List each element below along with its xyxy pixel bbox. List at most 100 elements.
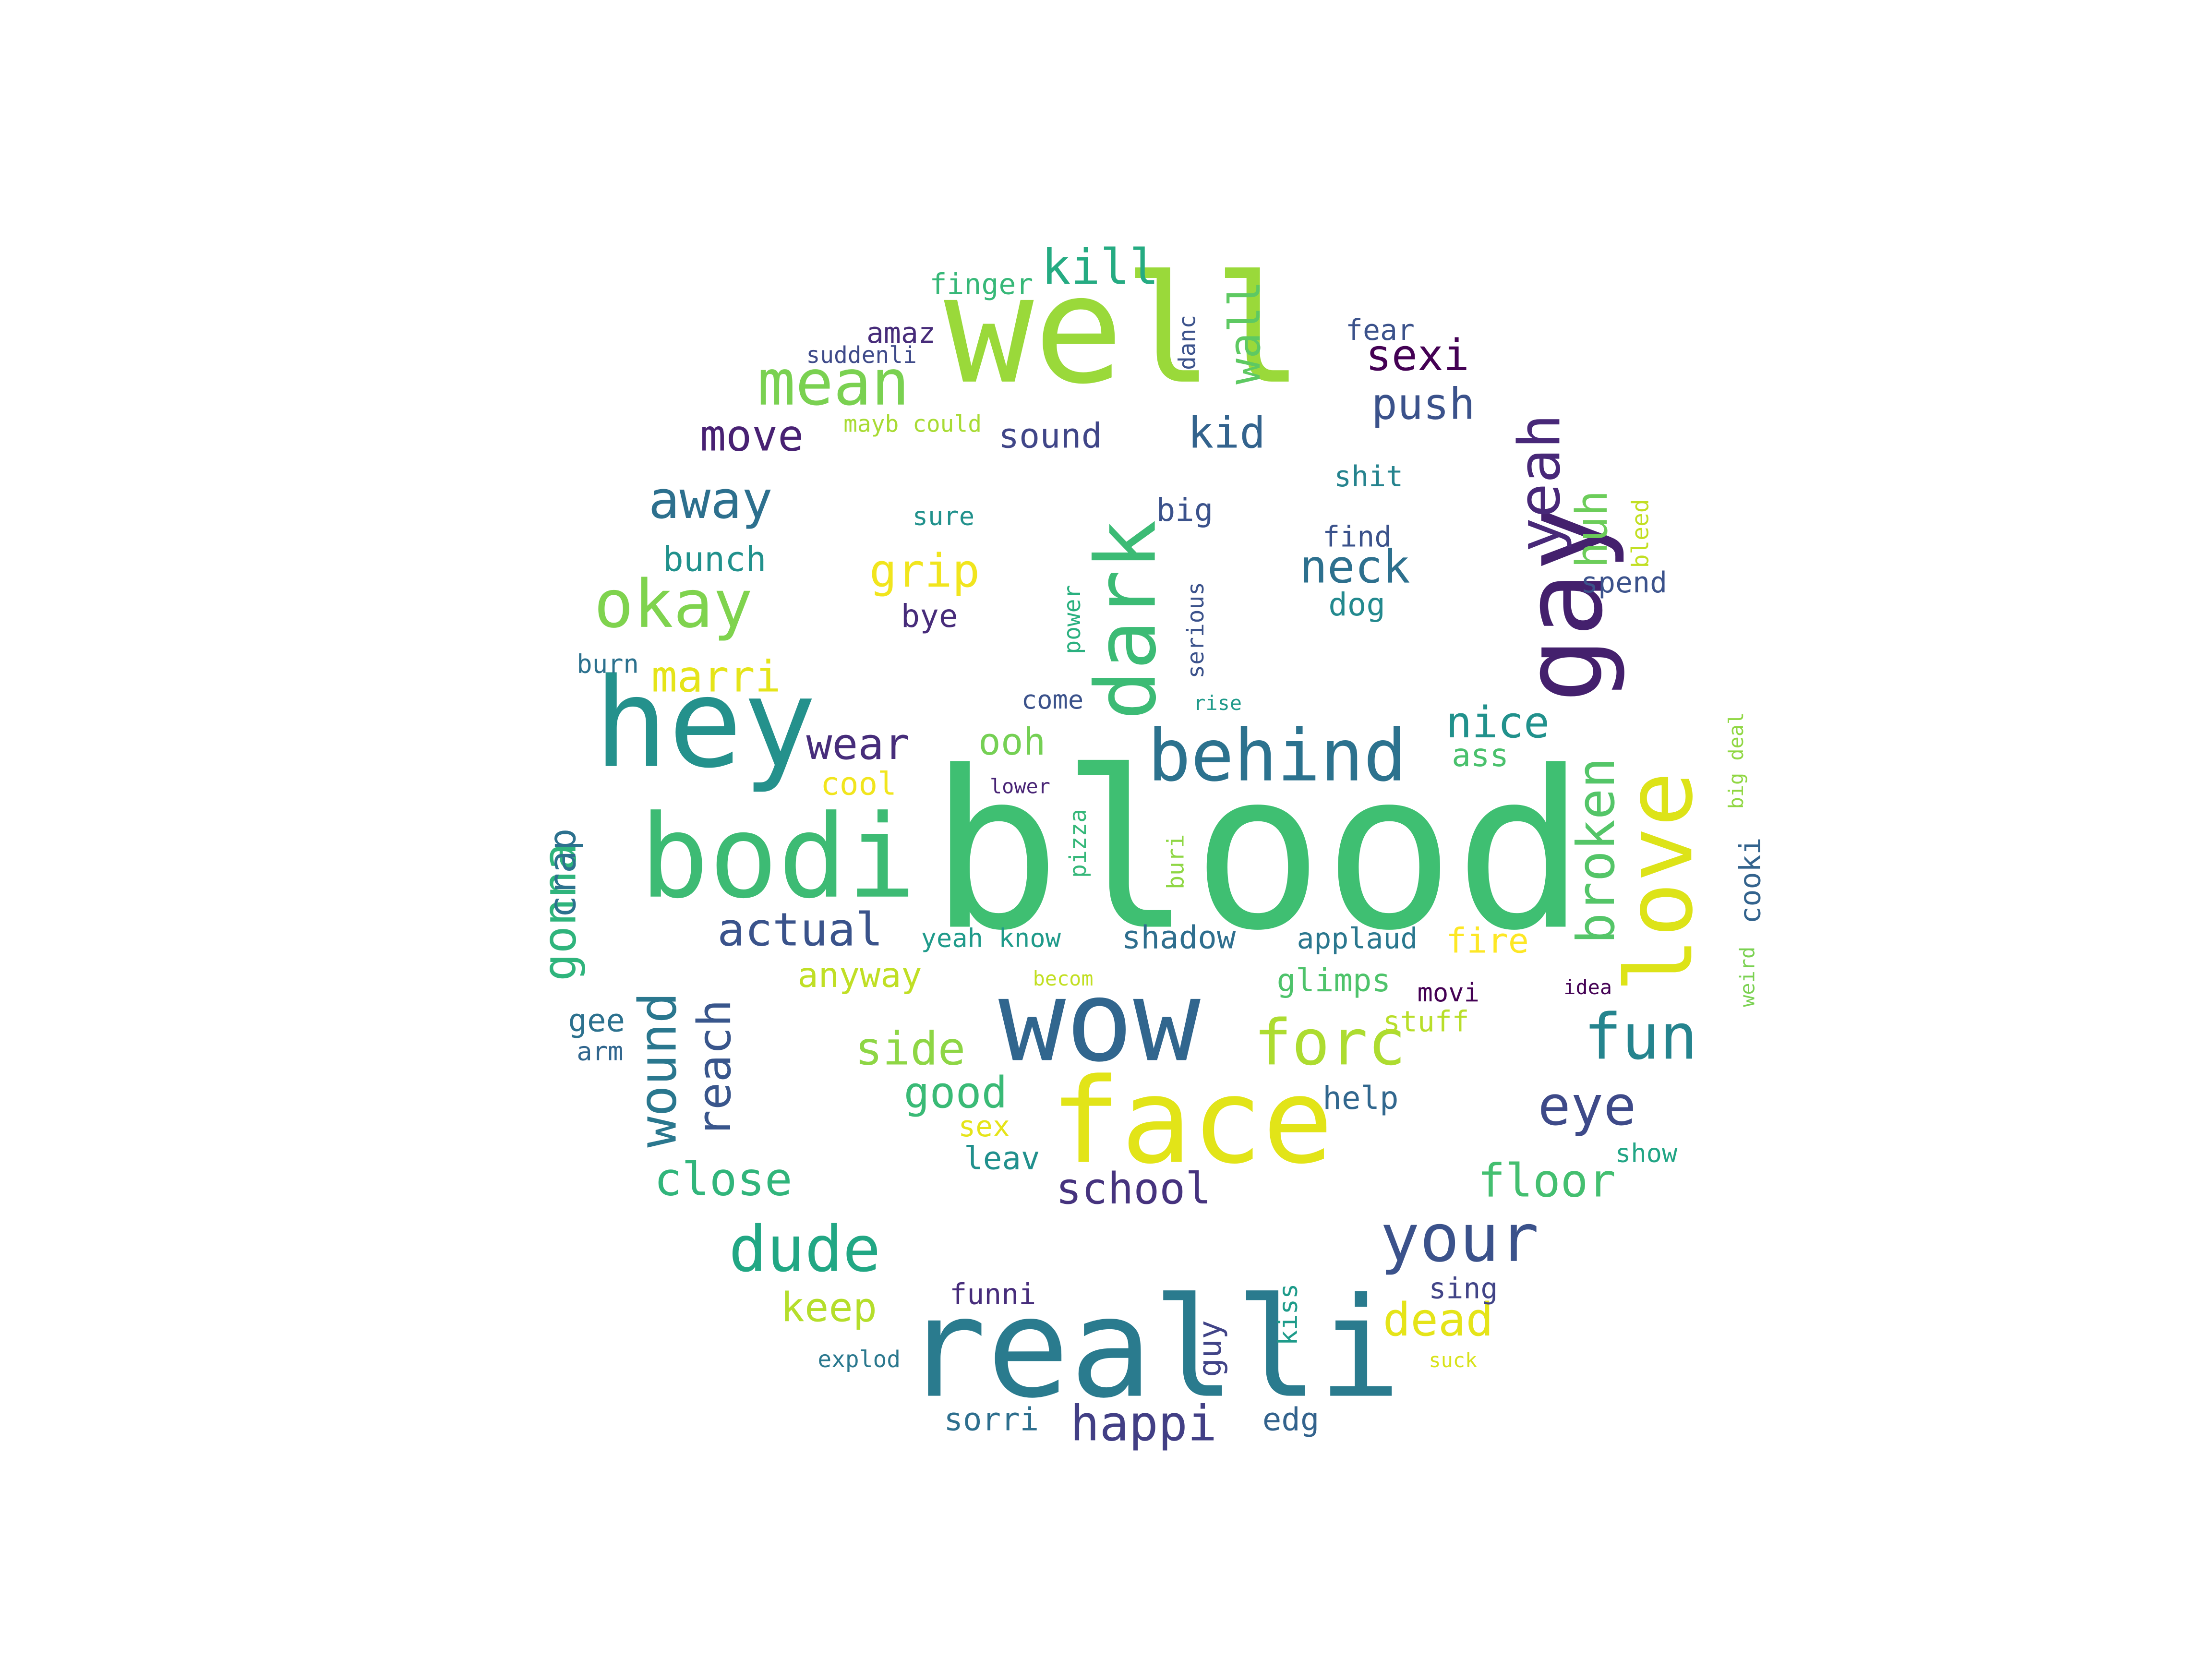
word-shit: shit [1334, 459, 1404, 493]
word-marri: marri [651, 652, 781, 703]
word-power: power [1058, 585, 1086, 654]
word-good: good [903, 1069, 1008, 1119]
word-danc: danc [1173, 314, 1201, 370]
word-rise: rise [1193, 693, 1242, 716]
word-wound: wound [629, 992, 689, 1148]
word-kid: kid [1188, 409, 1266, 459]
word-fear: fear [1346, 313, 1415, 348]
word-sing: sing [1429, 1271, 1498, 1306]
word-keep: keep [780, 1284, 878, 1332]
word-finger: finger [929, 266, 1034, 301]
word-buri: buri [1162, 834, 1190, 890]
word-spend: spend [1581, 565, 1668, 600]
word-come: come [1021, 685, 1084, 716]
word-wear: wear [806, 720, 910, 770]
word-weird: weird [1737, 946, 1760, 1007]
word-dog: dog [1328, 588, 1385, 624]
word-away: away [648, 472, 773, 531]
word-mayb-could: mayb could [843, 410, 982, 438]
word-well: well [944, 242, 1303, 418]
word-grip: grip [869, 543, 980, 599]
word-forc: forc [1253, 1007, 1406, 1081]
word-suddenli: suddenli [806, 341, 917, 369]
word-becom: becom [1033, 968, 1094, 991]
word-find: find [1322, 519, 1392, 554]
word-glimps: glimps [1276, 964, 1391, 1000]
word-wall: wall [1221, 280, 1271, 385]
word-mean: mean [757, 347, 910, 421]
word-dude: dude [729, 1214, 881, 1287]
word-anyway: anyway [797, 955, 922, 996]
word-show: show [1615, 1139, 1678, 1169]
word-serious: serious [1182, 581, 1210, 679]
word-school: school [1056, 1165, 1212, 1215]
word-big-deal: big deal [1725, 712, 1749, 809]
word-bodi: bodi [639, 790, 916, 924]
word-ass: ass [1452, 738, 1509, 775]
word-huh: huh [1568, 490, 1618, 568]
word-reach: reach [687, 999, 742, 1138]
word-leav: leav [964, 1142, 1040, 1178]
word-idea: idea [1563, 977, 1612, 1000]
word-okay: okay [594, 565, 753, 643]
word-big: big [1156, 493, 1214, 529]
word-ooh: ooh [978, 721, 1046, 765]
word-blood: blood [929, 724, 1586, 979]
word-bunch: bunch [662, 539, 767, 580]
word-face: face [1050, 1054, 1334, 1191]
word-edg: edg [1262, 1403, 1320, 1439]
word-suck: suck [1429, 1350, 1478, 1373]
word-gee: gee [568, 1004, 625, 1040]
word-bleed: bleed [1626, 499, 1654, 568]
word-eye: eye [1538, 1074, 1636, 1138]
word-burn: burn [577, 649, 639, 680]
word-sound: sound [998, 416, 1102, 457]
word-your: your [1380, 1199, 1539, 1277]
word-fun: fun [1584, 1001, 1698, 1075]
word-side: side [855, 1021, 966, 1076]
word-actual: actual [717, 902, 883, 957]
word-sex: sex [958, 1108, 1010, 1143]
word-sexi: sexi [1365, 331, 1469, 382]
word-sure: sure [912, 502, 975, 532]
word-crap: crap [542, 828, 586, 918]
word-explod: explod [817, 1346, 901, 1373]
word-kiss: kiss [1274, 1283, 1304, 1346]
word-behind: behind [1147, 714, 1407, 798]
word-nice: nice [1446, 698, 1550, 749]
word-dead: dead [1382, 1292, 1494, 1347]
word-push: push [1371, 380, 1475, 431]
word-sorri: sorri [944, 1403, 1039, 1439]
word-applaud: applaud [1297, 921, 1418, 956]
word-floor: floor [1477, 1153, 1616, 1208]
word-stuff: stuff [1382, 1004, 1469, 1039]
word-fire: fire [1446, 921, 1529, 962]
word-realli: realli [903, 1268, 1401, 1429]
word-shadow: shadow [1121, 921, 1236, 957]
word-help: help [1322, 1082, 1399, 1118]
word-close: close [654, 1152, 793, 1207]
word-yeah: yeah [1507, 414, 1574, 553]
word-funni: funni [950, 1276, 1036, 1311]
word-kill: kill [1041, 240, 1159, 297]
word-pizza: pizza [1064, 808, 1092, 878]
word-hey: hey [594, 652, 817, 796]
word-dark: dark [1077, 519, 1175, 721]
word-lower: lower [989, 776, 1050, 799]
word-guy: guy [1193, 1320, 1229, 1377]
word-move: move [700, 411, 804, 462]
word-amaz: amaz [866, 315, 936, 350]
word-broken: broken [1568, 757, 1627, 944]
word-movi: movi [1417, 978, 1480, 1009]
word-cool: cool [820, 767, 897, 804]
word-neck: neck [1299, 539, 1410, 594]
word-cooki: cooki [1732, 837, 1767, 924]
word-arm: arm [577, 1037, 624, 1068]
word-love: love [1608, 771, 1715, 993]
word-yeah-know: yeah know [921, 924, 1061, 954]
word-bye: bye [901, 600, 958, 636]
word-happi: happi [1070, 1395, 1217, 1454]
word-wow: wow [998, 958, 1201, 1088]
